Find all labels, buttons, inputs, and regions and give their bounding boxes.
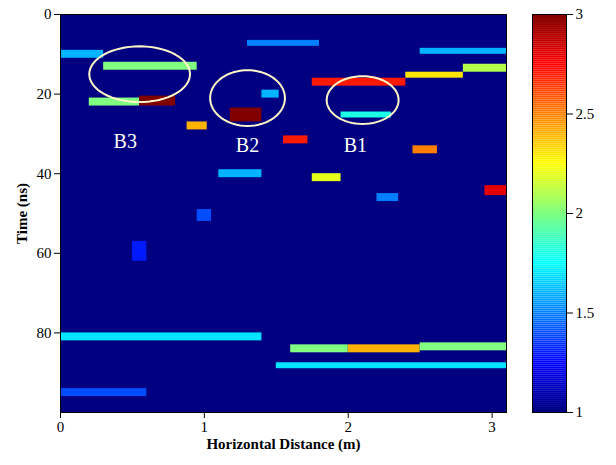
- svg-text:2: 2: [576, 205, 584, 221]
- svg-text:3: 3: [576, 6, 584, 22]
- svg-text:40: 40: [37, 166, 52, 182]
- svg-text:Horizontal Distance (m): Horizontal Distance (m): [206, 436, 360, 453]
- svg-text:2: 2: [344, 419, 352, 435]
- svg-text:B2: B2: [236, 134, 259, 156]
- svg-text:3: 3: [488, 419, 496, 435]
- svg-text:B3: B3: [114, 130, 137, 152]
- svg-text:80: 80: [37, 325, 52, 341]
- svg-text:1: 1: [576, 404, 584, 420]
- svg-text:0: 0: [44, 6, 52, 22]
- svg-text:1: 1: [201, 419, 209, 435]
- svg-text:60: 60: [37, 245, 52, 261]
- svg-text:2.5: 2.5: [576, 106, 595, 122]
- svg-text:Time (ns): Time (ns): [14, 183, 31, 244]
- svg-text:1.5: 1.5: [576, 305, 595, 321]
- svg-text:B1: B1: [344, 134, 367, 156]
- svg-text:0: 0: [57, 419, 65, 435]
- svg-text:20: 20: [37, 86, 52, 102]
